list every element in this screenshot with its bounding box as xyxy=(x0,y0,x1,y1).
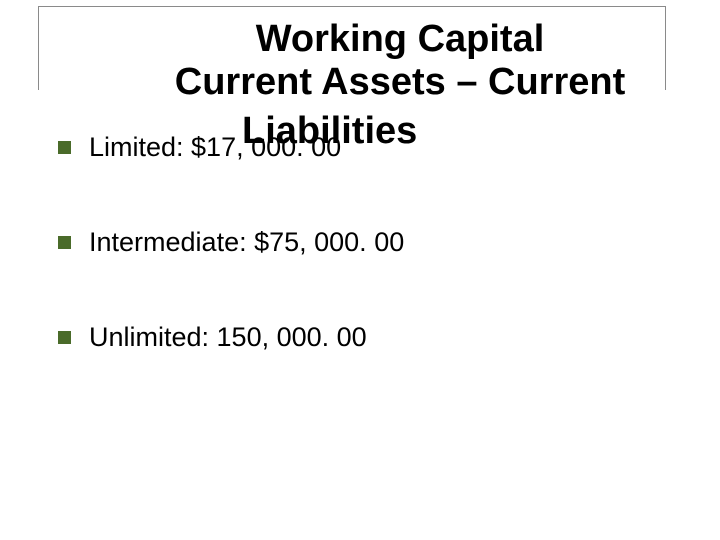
list-item: Unlimited: 150, 000. 00 xyxy=(58,322,404,353)
list-item: Limited: $17, 000. 00 xyxy=(58,132,404,163)
list-item: Intermediate: $75, 000. 00 xyxy=(58,227,404,258)
bullet-text: Intermediate: $75, 000. 00 xyxy=(89,227,404,258)
title-line-1: Working Capital xyxy=(190,18,610,61)
bullet-list: Limited: $17, 000. 00 Intermediate: $75,… xyxy=(58,132,404,417)
square-bullet-icon xyxy=(58,236,71,249)
square-bullet-icon xyxy=(58,331,71,344)
square-bullet-icon xyxy=(58,141,71,154)
slide-title: Working Capital Current Assets – Current… xyxy=(120,18,680,104)
bullet-text: Unlimited: 150, 000. 00 xyxy=(89,322,367,353)
bullet-text: Limited: $17, 000. 00 xyxy=(89,132,341,163)
title-line-2: Current Assets – Current xyxy=(120,61,680,104)
